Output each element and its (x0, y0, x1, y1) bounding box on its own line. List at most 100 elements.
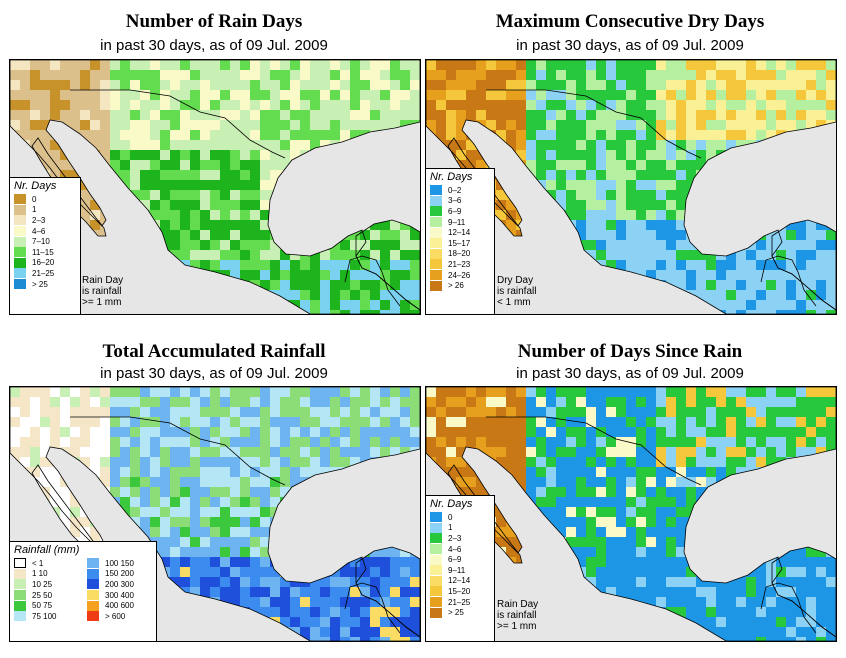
legend-item: 2–3 (426, 533, 494, 544)
legend-swatch (14, 568, 26, 579)
legend-label: 1 (448, 523, 453, 533)
legend-item: 3–6 (426, 195, 494, 207)
legend-swatch (430, 217, 442, 228)
legend-label: > 26 (448, 281, 464, 291)
legend-label: 1 (32, 205, 37, 215)
note-line: Rain Day (497, 599, 539, 610)
legend-item: 100 150 (83, 558, 156, 569)
panel-subtitle: in past 30 days, as of 09 Jul. 2009 (516, 365, 744, 382)
legend-label: 400 600 (105, 601, 134, 611)
legend-item: 1 (426, 522, 494, 534)
legend-item: 0–2 (426, 185, 494, 196)
legend-label: 3–6 (448, 196, 462, 206)
guatemala-border (344, 255, 401, 307)
legend-swatch (14, 268, 26, 279)
legend-item: 6–9 (426, 206, 494, 217)
legend-label: 50 75 (32, 601, 53, 611)
legend-swatch (14, 247, 26, 258)
legend-item: 0 (426, 512, 494, 523)
legend-label: 7–10 (32, 237, 50, 247)
legend-swatch (430, 544, 442, 555)
legend-swatch (87, 579, 99, 590)
legend-swatch (430, 195, 442, 206)
legend-item: 10 25 (10, 579, 83, 590)
legend-item: 21–25 (426, 597, 494, 608)
note-line: < 1 mm (497, 297, 531, 308)
legend-label: < 1 (32, 558, 44, 568)
legend-swatch (430, 554, 442, 565)
guatemala-border (344, 582, 401, 634)
legend-swatch (14, 600, 26, 611)
legend-swatch (14, 579, 26, 590)
legend-item: 15–17 (426, 238, 494, 249)
legend-item: 7–10 (10, 236, 80, 247)
legend-item: 0 (10, 194, 80, 205)
legend-item: 11–15 (10, 247, 80, 258)
legend-item: > 25 (426, 607, 494, 618)
legend-title: Nr. Days (430, 498, 473, 510)
legend-label: 16–20 (32, 258, 55, 268)
legend-swatch (87, 590, 99, 601)
legend-label: 100 150 (105, 558, 134, 568)
legend-item: < 1 (10, 558, 83, 569)
legend-label: 15–17 (448, 238, 471, 248)
legend-item: 18–20 (426, 248, 494, 260)
legend: Nr. Days 0 1 2–3 4–6 7–10 11–15 16–20 21–25 > 25 (9, 177, 81, 315)
panel-title: Total Accumulated Rainfall (102, 341, 326, 362)
legend-item: 300 400 (83, 590, 156, 601)
coastline (10, 60, 420, 314)
legend-item: 1 (10, 204, 80, 216)
legend-item: 2–3 (10, 215, 80, 226)
panel-subtitle: in past 30 days, as of 09 Jul. 2009 (100, 37, 328, 54)
note-line: is rainfall (497, 286, 537, 297)
legend-label: 1 10 (32, 569, 48, 579)
legend-swatch (430, 238, 442, 249)
guatemala-border (760, 582, 817, 634)
map-note: Rain Day is rainfall >= 1 mm (497, 599, 538, 632)
legend-label: 300 400 (105, 590, 134, 600)
legend-label: 11–15 (32, 247, 54, 257)
legend-item: 24–26 (426, 270, 494, 281)
legend-item: 12–14 (426, 227, 494, 238)
legend-label: 6–9 (448, 206, 462, 216)
legend-label: 2–3 (448, 533, 462, 543)
panel-title: Number of Days Since Rain (517, 341, 743, 362)
legend-item: 6–9 (426, 554, 494, 565)
legend-swatch (430, 565, 442, 576)
note-line: >= 1 mm (497, 621, 537, 632)
guatemala-border (760, 255, 817, 307)
legend-label: 9–11 (448, 217, 466, 227)
legend: Nr. Days 0 1 2–3 4–6 6–9 9–11 12–14 15–20 21–25 >… (425, 495, 495, 642)
legend-swatch (87, 611, 99, 622)
legend-label: 12–14 (448, 228, 471, 238)
legend-item: 21–23 (426, 259, 494, 270)
legend-swatch (14, 257, 26, 268)
panel-title: Maximum Consecutive Dry Days (495, 11, 765, 32)
legend-swatch (14, 590, 26, 601)
legend-swatch (14, 558, 26, 569)
legend-item: 4–6 (426, 544, 494, 555)
legend-label: 0 (448, 512, 453, 522)
legend-label: 4–6 (448, 544, 462, 554)
legend-label: 18–20 (448, 249, 471, 259)
legend-swatch (430, 227, 442, 238)
legend-label: 10 25 (32, 579, 53, 589)
coastline (771, 219, 836, 311)
us-mexico-border (70, 89, 286, 159)
legend-swatch (430, 522, 442, 533)
legend-swatch (430, 597, 442, 608)
note-line: is rainfall (497, 610, 537, 621)
note-line: Rain Day (82, 275, 124, 286)
legend-swatch (430, 512, 442, 523)
panel-title: Number of Rain Days (125, 11, 303, 32)
legend-swatch (430, 586, 442, 597)
legend-item: 150 200 (83, 568, 156, 580)
us-mexico-border (486, 89, 702, 159)
legend-title: Nr. Days (14, 180, 57, 192)
legend-item: > 600 (83, 611, 156, 622)
coastline (355, 219, 420, 311)
us-mexico-border (70, 416, 286, 486)
legend-item: 4–6 (10, 226, 80, 237)
legend-swatch (430, 206, 442, 217)
